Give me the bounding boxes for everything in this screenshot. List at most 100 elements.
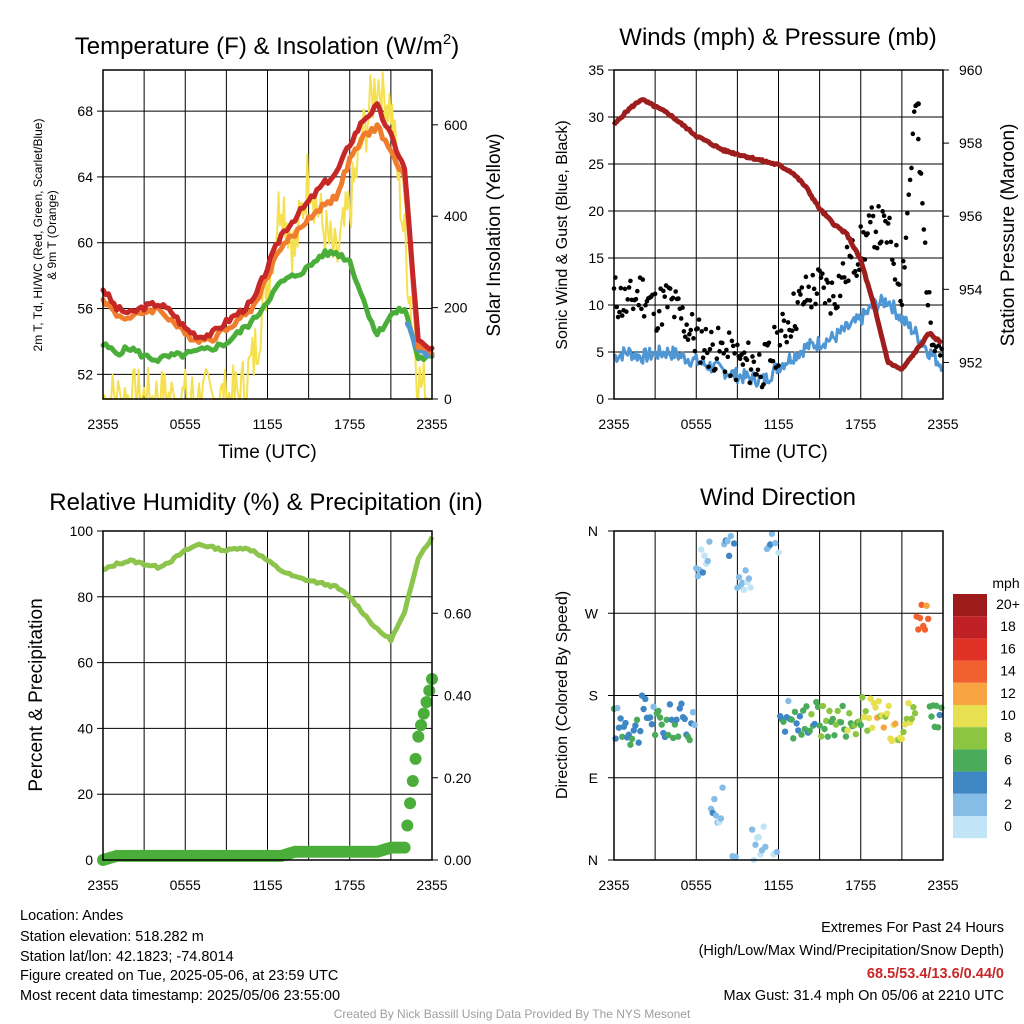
temp-title-main: Temperature (F) & Insolation (W/m (75, 33, 443, 60)
colorbar-label: 4 (1004, 774, 1012, 790)
direction-point (772, 539, 779, 547)
colorbar-label: 8 (1004, 729, 1012, 745)
direction-point (670, 734, 677, 742)
rh-y2tick-label: 0.00 (444, 852, 471, 868)
rh-xtick-label: 2355 (416, 877, 447, 893)
direction-point (762, 843, 769, 851)
colorbar-swatch (953, 705, 987, 728)
wind-xtick-label: 2355 (598, 416, 629, 432)
gust-point (755, 367, 761, 373)
direction-point (727, 532, 734, 540)
direction-point (901, 721, 909, 728)
dir-ylabel: Direction (Colored By Speed) (554, 591, 571, 799)
gust-point (902, 265, 907, 270)
direction-point (867, 695, 874, 702)
direction-point (898, 735, 906, 743)
gust-point (728, 373, 733, 379)
direction-point (745, 575, 753, 582)
gust-point (656, 308, 662, 314)
precip-point (423, 684, 436, 697)
direction-point (633, 716, 641, 724)
gust-point (844, 244, 850, 250)
gust-point (916, 136, 921, 142)
gust-point (809, 304, 814, 310)
gust-point (896, 282, 902, 287)
temp-xlabel: Time (UTC) (218, 442, 317, 463)
gust-point (926, 289, 932, 295)
gust-point (652, 291, 658, 297)
direction-point (910, 703, 917, 711)
temp-ytick-label: 64 (77, 169, 93, 185)
direction-point (842, 733, 850, 740)
temp-y2tick-label: 600 (444, 117, 468, 133)
direction-point (918, 601, 925, 609)
gust-point (899, 302, 905, 308)
rh-ytick-label: 20 (77, 786, 93, 802)
direction-point (892, 720, 899, 727)
direction-point (811, 720, 818, 728)
direction-point (630, 727, 637, 734)
gust-point (695, 326, 700, 331)
colorbar-label: 20+ (996, 596, 1020, 612)
temp-y2label: Solar Insolation (Yellow) (484, 133, 505, 336)
direction-point (719, 784, 726, 791)
direction-point (916, 614, 924, 622)
gust-point (803, 274, 809, 280)
direction-point (681, 715, 688, 723)
rh-y2tick-label: 0.20 (444, 770, 471, 786)
gust-point (706, 364, 711, 370)
gust-point (932, 348, 938, 354)
wind-y2tick-label: 952 (959, 354, 983, 370)
direction-point (711, 795, 718, 803)
rh-border (102, 530, 433, 861)
direction-point (826, 707, 833, 715)
gust-point (770, 358, 776, 364)
direction-point (768, 530, 776, 537)
gust-point (761, 382, 766, 387)
wind-title: Winds (mph) & Pressure (mb) (619, 24, 936, 51)
wind-ytick-label: 0 (596, 391, 604, 407)
gust-point (726, 330, 732, 335)
gust-point (794, 326, 799, 332)
direction-point (642, 695, 649, 703)
gust-point (704, 350, 710, 356)
direction-point (760, 823, 767, 830)
direction-point (865, 714, 873, 722)
gust-point (624, 309, 629, 314)
gust-point (618, 285, 624, 291)
direction-point (780, 718, 787, 725)
rh-xtick-label: 0555 (170, 877, 201, 893)
gust-point (846, 278, 851, 284)
temp-series-blue (404, 321, 435, 359)
gust-point (662, 294, 668, 299)
colorbar-label: 16 (1000, 640, 1016, 656)
wind-xtick-label: 0555 (681, 416, 712, 432)
gust-point (814, 291, 820, 296)
gust-point (828, 311, 833, 316)
gust-point (837, 293, 843, 299)
gust-point (737, 356, 743, 362)
direction-point (619, 733, 626, 740)
direction-point (788, 716, 795, 723)
wind-ytick-label: 35 (588, 62, 604, 78)
direction-point (739, 579, 746, 586)
direction-point (852, 730, 860, 738)
direction-point (834, 707, 841, 715)
direction-point (640, 705, 647, 713)
gust-point (795, 299, 800, 305)
gust-point (885, 221, 891, 226)
gust-point (614, 304, 620, 310)
gust-point (848, 254, 854, 260)
dir-xtick-label: 1155 (763, 877, 793, 893)
precip-point (409, 752, 422, 765)
gust-point (687, 331, 692, 337)
rh-y2tick-label: 0.40 (444, 688, 471, 704)
gust-point (888, 239, 894, 245)
direction-point (908, 715, 915, 722)
gust-point (869, 205, 875, 210)
direction-point (924, 615, 932, 623)
gust-point (680, 305, 685, 310)
gust-point (774, 330, 780, 335)
gust-point (692, 348, 698, 354)
direction-point (725, 552, 733, 560)
